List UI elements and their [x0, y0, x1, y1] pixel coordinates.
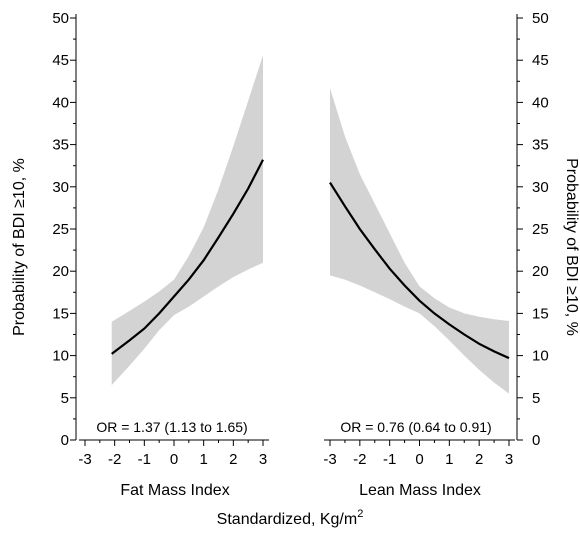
left-x-tick-label: 1: [199, 451, 207, 468]
shared-x-axis-title-superscript: 2: [357, 508, 363, 520]
right-estimate-line: [329, 182, 510, 360]
right-x-tick-label: 2: [475, 451, 483, 468]
right-y-tick-label: 30: [532, 179, 549, 196]
y-axis-title-left: Probability of BDI ≥10, %: [11, 158, 28, 336]
left-x-tick-label: 0: [170, 451, 178, 468]
right-y-tick-label: 0: [532, 432, 540, 449]
shared-x-axis-title-text: Standardized, Kg/m: [217, 511, 358, 528]
right-y-tick-label: 15: [532, 305, 549, 322]
annotation-right: OR = 0.76 (0.64 to 0.91): [340, 419, 491, 435]
lines-layer: [111, 159, 510, 360]
left-y-tick-label: 25: [52, 221, 69, 238]
left-y-tick-label: 50: [52, 10, 69, 27]
left-y-tick-label: 40: [52, 94, 69, 111]
right-x-tick-label: -1: [383, 451, 396, 468]
right-x-tick-label: 1: [445, 451, 453, 468]
left-y-tick-label: 45: [52, 52, 69, 69]
x-axis-title-left: Fat Mass Index: [120, 482, 229, 499]
left-x-tick-label: 2: [229, 451, 237, 468]
right-x-tick-label: -2: [353, 451, 366, 468]
left-x-tick-label: 3: [259, 451, 267, 468]
left-estimate-line: [111, 159, 264, 355]
text-layer: Probability of BDI ≥10, % Probability of…: [11, 158, 580, 528]
annotation-left: OR = 1.37 (1.13 to 1.65): [96, 419, 247, 435]
right-y-tick-label: 45: [532, 52, 549, 69]
y-axis-title-right: Probability of BDI ≥10, %: [563, 158, 580, 336]
right-y-tick-label: 10: [532, 348, 549, 365]
right-y-tick-label: 35: [532, 137, 549, 154]
left-y-tick-label: 0: [61, 432, 69, 449]
shared-x-axis-title: Standardized, Kg/m2: [217, 508, 364, 528]
left-x-tick-label: -2: [108, 451, 121, 468]
left-ci-band: [111, 55, 263, 386]
left-y-tick-label: 15: [52, 305, 69, 322]
right-y-tick-label: 20: [532, 263, 549, 280]
left-y-tick-label: 5: [61, 390, 69, 407]
left-x-tick-label: -3: [78, 451, 91, 468]
right-y-tick-label: 25: [532, 221, 549, 238]
left-y-tick-label: 10: [52, 348, 69, 365]
right-y-tick-label: 5: [532, 390, 540, 407]
right-y-tick-label: 50: [532, 10, 549, 27]
right-x-tick-label: -3: [323, 451, 336, 468]
left-y-tick-label: 20: [52, 263, 69, 280]
ci-bands-layer: [111, 55, 509, 394]
right-x-tick-label: 0: [415, 451, 423, 468]
left-y-tick-label: 35: [52, 137, 69, 154]
left-y-tick-label: 30: [52, 179, 69, 196]
left-x-tick-label: -1: [138, 451, 151, 468]
x-axis-title-right: Lean Mass Index: [359, 482, 481, 499]
right-ci-band: [330, 88, 509, 394]
right-y-tick-label: 40: [532, 94, 549, 111]
right-x-tick-label: 3: [505, 451, 513, 468]
